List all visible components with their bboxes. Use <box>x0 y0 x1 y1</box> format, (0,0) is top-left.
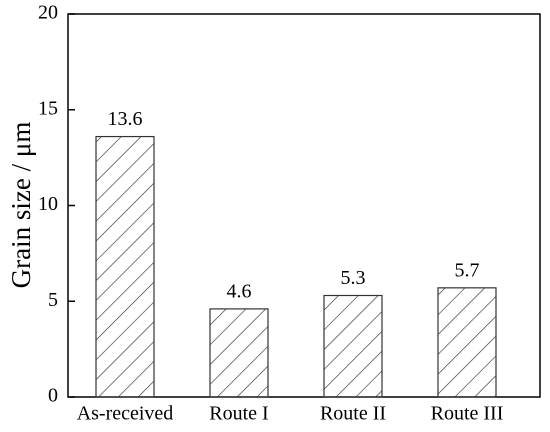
x-tick-label: Route III <box>431 403 504 425</box>
y-tick-label: 20 <box>38 2 58 24</box>
bar <box>323 294 383 398</box>
y-tick-label: 5 <box>48 289 58 311</box>
bar <box>437 287 497 398</box>
y-tick-label: 10 <box>38 193 58 215</box>
y-axis-label: Grain size / μm <box>6 122 36 289</box>
y-tick-label: 15 <box>38 97 58 119</box>
value-label: 5.3 <box>341 267 366 289</box>
value-label: 13.6 <box>108 108 143 130</box>
value-label: 4.6 <box>227 281 252 303</box>
bar <box>209 308 269 398</box>
value-label: 5.7 <box>455 259 480 281</box>
x-tick-label: As-received <box>77 403 174 425</box>
y-tick-label: 0 <box>48 385 58 407</box>
bar <box>95 135 155 398</box>
x-tick-label: Route I <box>209 403 268 425</box>
x-tick-label: Route II <box>320 403 386 425</box>
